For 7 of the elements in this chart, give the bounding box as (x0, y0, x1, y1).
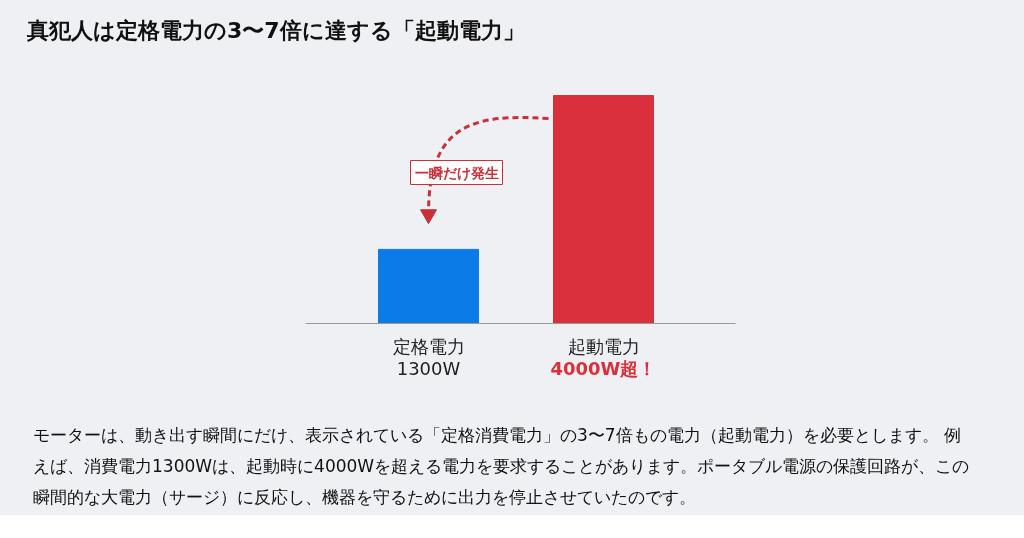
annotation: 一瞬だけ発生 (414, 164, 499, 181)
data-label: 1300W (396, 357, 461, 379)
text: モーターは、動き出す瞬間にだけ、表示されている「定格消費電力」の3〜7倍もの電力（起動電力）を必要とします。 例えば、消費電力1300Wは、起動時に4000Wを超える電力を要求することがあります。ポータブル電源の保護回路が、この瞬間的な大電力（サージ）に反応し、機器を守るために出力を停止させていたのです。 (33, 424, 971, 509)
chart-title: 真犯人は定格電力の3〜7倍に達する「起動電力」 (27, 17, 525, 45)
data-label: 4000W超！ (550, 357, 657, 379)
x-tick-label: 定格電力 (392, 335, 465, 357)
x-tick-label: 起動電力 (567, 335, 640, 357)
